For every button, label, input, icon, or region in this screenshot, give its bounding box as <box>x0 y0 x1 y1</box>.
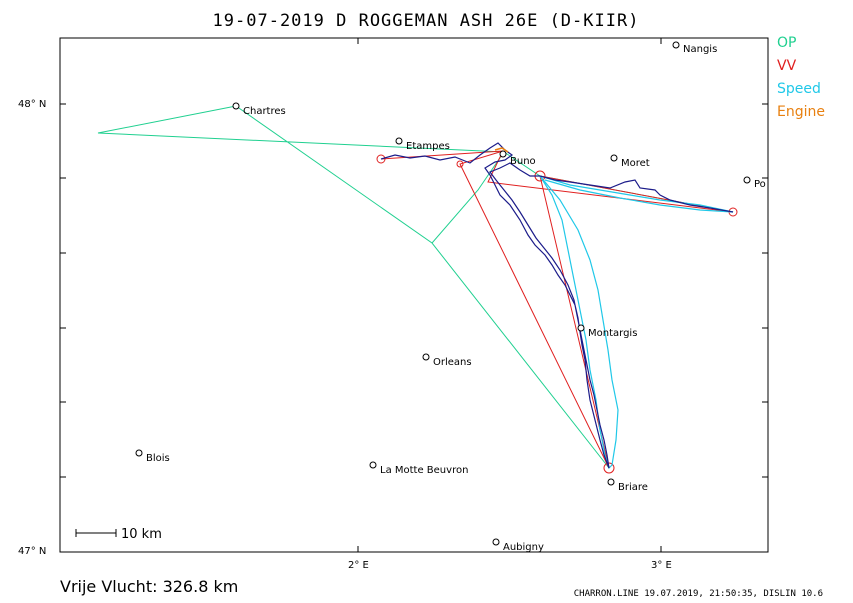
city-po: Po <box>743 176 766 190</box>
speed-track <box>538 174 734 470</box>
city-briare: Briare <box>607 478 648 493</box>
legend-speed: Speed <box>777 81 821 97</box>
legend-op: OP <box>777 35 796 51</box>
legend-vv: VV <box>777 58 797 74</box>
city-moret: Moret <box>610 154 650 169</box>
free-flight-distance: Vrije Vlucht: 326.8 km <box>60 577 238 596</box>
engine-track <box>494 147 509 153</box>
map-title: 19-07-2019 D ROGGEMAN ASH 26E (D-KIIR) <box>213 11 640 31</box>
city-label: Nangis <box>683 44 717 55</box>
footer-info: CHARRON.LINE 19.07.2019, 21:50:35, DISLI… <box>574 589 823 599</box>
city-label: Po <box>754 179 766 190</box>
plot-frame <box>59 37 769 553</box>
lat-label-47: 47° N <box>18 546 46 557</box>
turnpoint-marker <box>376 154 386 164</box>
city-la-motte-beuvron: La Motte Beuvron <box>369 461 468 476</box>
lat-label-48: 48° N <box>18 99 46 110</box>
city-label: Etampes <box>406 141 450 152</box>
city-aubigny: Aubigny <box>492 538 544 553</box>
city-nangis: Nangis <box>672 41 717 55</box>
city-label: Orleans <box>433 357 472 368</box>
city-label: Montargis <box>588 328 637 339</box>
city-orleans: Orleans <box>422 353 472 368</box>
city-montargis: Montargis <box>577 324 637 339</box>
left-ticks <box>60 38 768 552</box>
city-label: Blois <box>146 453 170 464</box>
scale-bar <box>75 529 117 537</box>
flight-track <box>380 142 734 469</box>
city-chartres: Chartres <box>232 102 286 117</box>
turnpoint-marker <box>456 160 464 168</box>
legend-engine: Engine <box>777 104 825 120</box>
lon-label-2: 2° E <box>348 560 369 571</box>
city-label: Buno <box>510 156 536 167</box>
turnpoint-marker <box>603 462 615 474</box>
lon-label-3: 3° E <box>651 560 672 571</box>
city-label: La Motte Beuvron <box>380 465 468 476</box>
city-label: Chartres <box>243 106 286 117</box>
scale-label: 10 km <box>121 527 162 542</box>
city-etampes: Etampes <box>395 137 450 152</box>
city-blois: Blois <box>135 449 170 464</box>
vv-route <box>380 150 734 469</box>
city-label: Aubigny <box>503 542 544 553</box>
city-buno: Buno <box>499 150 536 167</box>
city-label: Moret <box>621 158 650 169</box>
city-label: Briare <box>618 482 648 493</box>
